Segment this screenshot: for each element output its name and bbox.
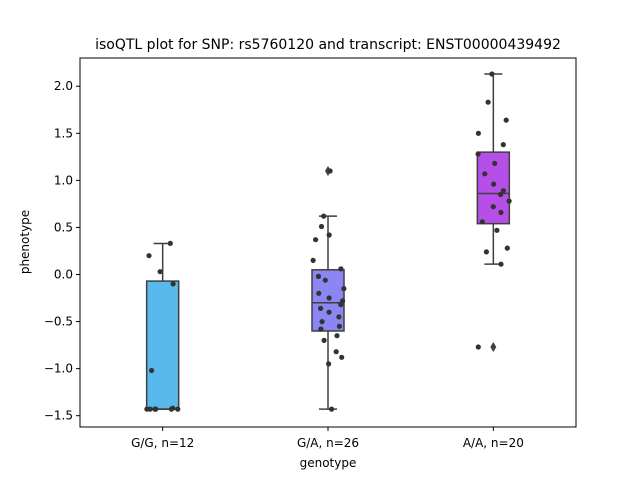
data-point <box>482 171 488 177</box>
data-point <box>326 361 332 367</box>
data-point <box>326 309 332 315</box>
axes: G/G, n=12 G/A, n=26 A/A, n=20 −1.5 −1.0 −0.5 0… <box>44 79 524 450</box>
data-point <box>329 406 335 412</box>
data-point <box>315 273 322 279</box>
iqr-box <box>311 269 345 332</box>
data-point <box>334 333 340 339</box>
data-point <box>491 181 497 187</box>
data-point <box>483 249 489 255</box>
y-tick-label: −1.0 <box>44 362 73 376</box>
data-point <box>146 253 152 259</box>
box-group <box>475 71 512 352</box>
x-tick-label: G/G, n=12 <box>131 436 194 450</box>
data-point <box>475 344 481 350</box>
data-point <box>318 223 325 230</box>
data-point <box>333 349 339 355</box>
data-point <box>321 213 327 219</box>
y-tick-label: 1.0 <box>54 173 73 187</box>
y-tick-label: −0.5 <box>44 315 73 329</box>
data-point <box>479 219 485 225</box>
x-tick-label: G/A, n=26 <box>297 436 359 450</box>
data-point <box>492 160 498 166</box>
y-tick-label: 2.0 <box>54 79 73 93</box>
iqr-box <box>145 280 180 410</box>
y-axis-label: phenotype <box>18 210 32 274</box>
data-point <box>326 232 332 238</box>
data-point <box>490 204 496 210</box>
data-point <box>152 406 158 412</box>
data-point <box>498 261 504 267</box>
data-point <box>322 277 328 283</box>
y-tick-label: 0.5 <box>54 220 73 234</box>
data-point <box>318 326 324 332</box>
y-tick-label: 1.5 <box>54 126 73 140</box>
data-point <box>319 319 325 325</box>
data-point <box>485 99 491 105</box>
data-point <box>318 305 324 311</box>
data-point <box>157 269 163 275</box>
data-point <box>506 198 512 204</box>
data-point <box>321 337 327 343</box>
iqr-box <box>476 151 511 225</box>
x-tick-label: A/A, n=20 <box>463 436 524 450</box>
data-point <box>338 302 344 308</box>
data-point <box>336 314 342 320</box>
data-point <box>475 130 481 136</box>
data-point <box>475 151 481 157</box>
data-point <box>168 406 174 412</box>
data-point <box>170 281 176 287</box>
data-point <box>504 245 510 251</box>
data-point <box>500 142 506 148</box>
data-point <box>498 209 504 215</box>
y-tick-label: 0.0 <box>54 268 73 282</box>
data-point <box>310 257 316 263</box>
data-point <box>489 71 495 77</box>
plot-area <box>144 71 512 412</box>
data-point <box>494 227 500 233</box>
data-point <box>341 286 347 292</box>
data-point <box>336 323 342 329</box>
data-point <box>144 406 150 412</box>
data-point <box>327 168 333 174</box>
x-axis-label: genotype <box>300 456 357 470</box>
data-point <box>503 117 509 123</box>
data-point <box>500 188 506 194</box>
data-point <box>149 367 155 374</box>
data-point <box>339 354 345 360</box>
data-point <box>498 191 504 198</box>
data-point <box>338 266 344 272</box>
data-point <box>326 295 332 301</box>
box-group <box>144 240 181 412</box>
data-point <box>313 237 319 243</box>
outlier-marker <box>490 341 497 352</box>
chart-title: isoQTL plot for SNP: rs5760120 and trans… <box>95 37 561 53</box>
data-point <box>167 240 173 246</box>
box-group <box>310 165 347 412</box>
data-point <box>316 290 322 296</box>
y-tick-label: −1.5 <box>44 409 73 423</box>
data-point <box>175 406 181 412</box>
